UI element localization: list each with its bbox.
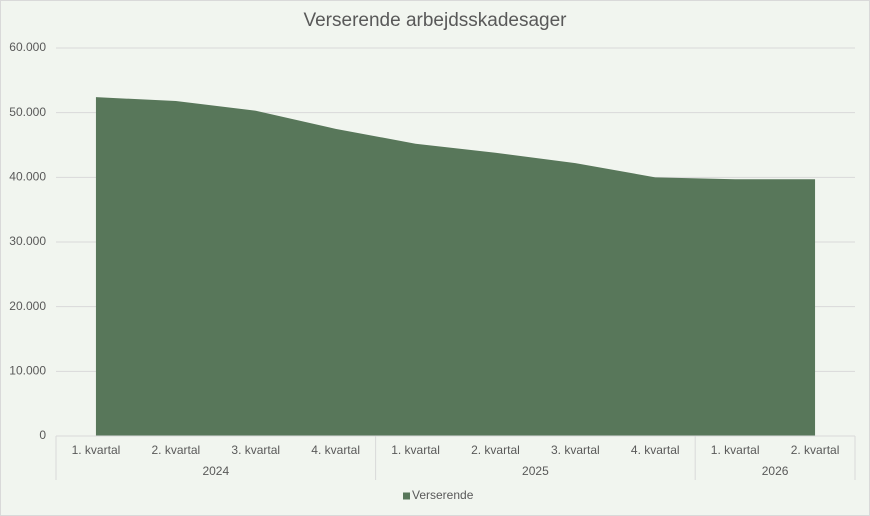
y-tick-label: 50.000 — [9, 105, 46, 119]
x-tick-label: 1. kvartal — [72, 443, 121, 457]
chart-title: Verserende arbejdsskadesager — [303, 10, 567, 31]
area — [95, 97, 816, 436]
x-tick-label: 4. kvartal — [631, 443, 680, 457]
x-tick-label: 3. kvartal — [551, 443, 600, 457]
x-tick-label: 1. kvartal — [391, 443, 440, 457]
y-tick-label: 0 — [39, 428, 46, 442]
x-tick-label: 2. kvartal — [471, 443, 520, 457]
y-tick-label: 40.000 — [9, 170, 46, 184]
y-tick-label: 20.000 — [9, 299, 46, 313]
y-tick-label: 60.000 — [9, 40, 46, 54]
x-tick-label: 3. kvartal — [231, 443, 280, 457]
y-tick-label: 30.000 — [9, 234, 46, 248]
group-label: 2024 — [202, 464, 229, 478]
x-tick-label: 2. kvartal — [791, 443, 840, 457]
x-tick-label: 4. kvartal — [311, 443, 360, 457]
legend-swatch — [403, 492, 410, 500]
x-tick-label: 1. kvartal — [711, 443, 760, 457]
legend-label: Verserende — [412, 488, 474, 502]
group-label: 2025 — [522, 464, 549, 478]
group-label: 2026 — [762, 464, 789, 478]
y-tick-label: 10.000 — [9, 364, 46, 378]
x-tick-label: 2. kvartal — [152, 443, 201, 457]
